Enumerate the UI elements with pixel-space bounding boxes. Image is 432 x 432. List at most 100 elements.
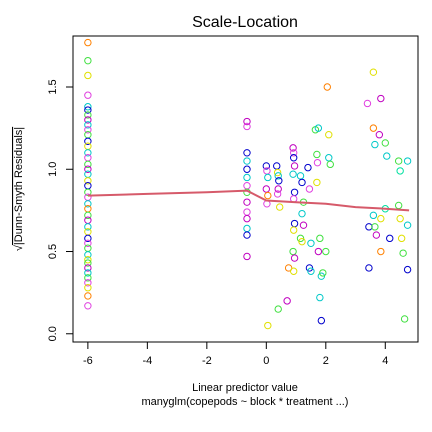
data-point bbox=[403, 265, 412, 274]
data-point bbox=[304, 163, 312, 172]
data-point bbox=[275, 177, 283, 185]
trend-layer bbox=[87, 189, 410, 212]
data-point bbox=[84, 116, 92, 124]
data-point bbox=[314, 124, 323, 132]
data-point bbox=[243, 214, 251, 223]
data-point bbox=[273, 190, 282, 198]
chart-title: Scale-Location bbox=[192, 14, 298, 31]
data-point bbox=[400, 315, 409, 323]
data-point bbox=[264, 173, 272, 182]
data-point bbox=[325, 131, 333, 139]
data-point bbox=[243, 198, 251, 206]
data-point bbox=[289, 154, 298, 162]
data-point bbox=[243, 173, 251, 182]
x-tick-label: 0 bbox=[263, 355, 269, 367]
data-point bbox=[84, 137, 92, 145]
data-point bbox=[273, 168, 282, 177]
data-point bbox=[243, 117, 251, 126]
data-point bbox=[377, 247, 385, 256]
data-point bbox=[84, 216, 92, 224]
data-point bbox=[399, 249, 407, 257]
data-point bbox=[289, 149, 298, 157]
data-point bbox=[377, 94, 385, 103]
data-point bbox=[273, 162, 281, 170]
data-point bbox=[325, 154, 333, 162]
y-axis-label-sqrt: √ bbox=[13, 244, 25, 251]
x-axis-subtitle: manyglm(copepods ~ block * treatment ...… bbox=[142, 396, 349, 408]
data-point bbox=[316, 234, 324, 243]
data-point bbox=[290, 188, 299, 196]
data-point bbox=[84, 200, 92, 208]
data-point bbox=[84, 292, 92, 300]
data-point bbox=[84, 91, 92, 99]
data-point bbox=[84, 111, 92, 119]
data-point bbox=[84, 228, 92, 236]
data-point bbox=[84, 244, 92, 252]
data-point bbox=[298, 237, 306, 246]
data-point bbox=[289, 170, 297, 178]
data-point bbox=[377, 214, 385, 223]
data-point bbox=[298, 178, 306, 187]
data-point bbox=[317, 272, 326, 280]
data-point bbox=[84, 103, 92, 111]
trend-line bbox=[87, 189, 410, 212]
data-point bbox=[262, 185, 271, 193]
data-point bbox=[276, 203, 284, 211]
data-point bbox=[394, 201, 403, 210]
data-point bbox=[84, 121, 92, 129]
data-point bbox=[371, 140, 379, 149]
data-point bbox=[289, 226, 298, 234]
data-point bbox=[84, 234, 92, 243]
data-point bbox=[84, 205, 92, 213]
data-point bbox=[274, 305, 282, 313]
data-point bbox=[290, 219, 299, 228]
data-point bbox=[290, 254, 299, 262]
data-point bbox=[264, 321, 272, 330]
data-point bbox=[323, 83, 331, 91]
data-point bbox=[274, 172, 282, 180]
y-axis-label: √|Dunn-Smyth Residuals| bbox=[13, 127, 25, 251]
data-point bbox=[243, 122, 251, 131]
x-tick-label: 4 bbox=[382, 355, 388, 367]
data-point bbox=[307, 239, 315, 247]
data-point bbox=[243, 231, 251, 239]
y-tick-label: 0.0 bbox=[47, 326, 59, 341]
data-point bbox=[84, 274, 92, 282]
data-point bbox=[313, 178, 321, 187]
data-point bbox=[396, 167, 404, 175]
data-point bbox=[296, 172, 305, 180]
data-point bbox=[289, 247, 297, 256]
data-point bbox=[381, 139, 389, 147]
x-axis-label: Linear predictor value bbox=[192, 382, 298, 394]
data-point bbox=[262, 162, 271, 170]
data-point bbox=[299, 221, 308, 229]
y-axis-label-text: |Dunn-Smyth Residuals| bbox=[13, 127, 25, 245]
data-point bbox=[372, 231, 381, 239]
data-point bbox=[84, 142, 92, 150]
data-point bbox=[84, 106, 92, 114]
data-point bbox=[84, 256, 92, 264]
y-tick-label: 1.5 bbox=[47, 79, 59, 94]
data-point bbox=[84, 279, 92, 287]
data-point bbox=[243, 182, 251, 190]
data-point bbox=[84, 71, 92, 80]
data-point bbox=[84, 211, 92, 220]
data-point bbox=[305, 264, 314, 272]
data-point bbox=[298, 209, 306, 218]
data-point bbox=[313, 150, 321, 159]
data-point bbox=[397, 234, 406, 243]
data-point bbox=[396, 214, 404, 223]
y-tick-label: 0.5 bbox=[47, 244, 59, 259]
data-point bbox=[363, 99, 372, 108]
data-point bbox=[375, 131, 384, 139]
data-point bbox=[84, 188, 92, 196]
data-point bbox=[84, 269, 92, 277]
data-point bbox=[313, 158, 322, 167]
data-point bbox=[365, 264, 373, 272]
y-axis: 0.0 0.5 1.0 1.5 bbox=[47, 79, 74, 341]
data-point bbox=[296, 234, 305, 243]
data-point bbox=[365, 223, 373, 231]
data-point bbox=[383, 152, 391, 160]
data-point bbox=[322, 247, 330, 256]
